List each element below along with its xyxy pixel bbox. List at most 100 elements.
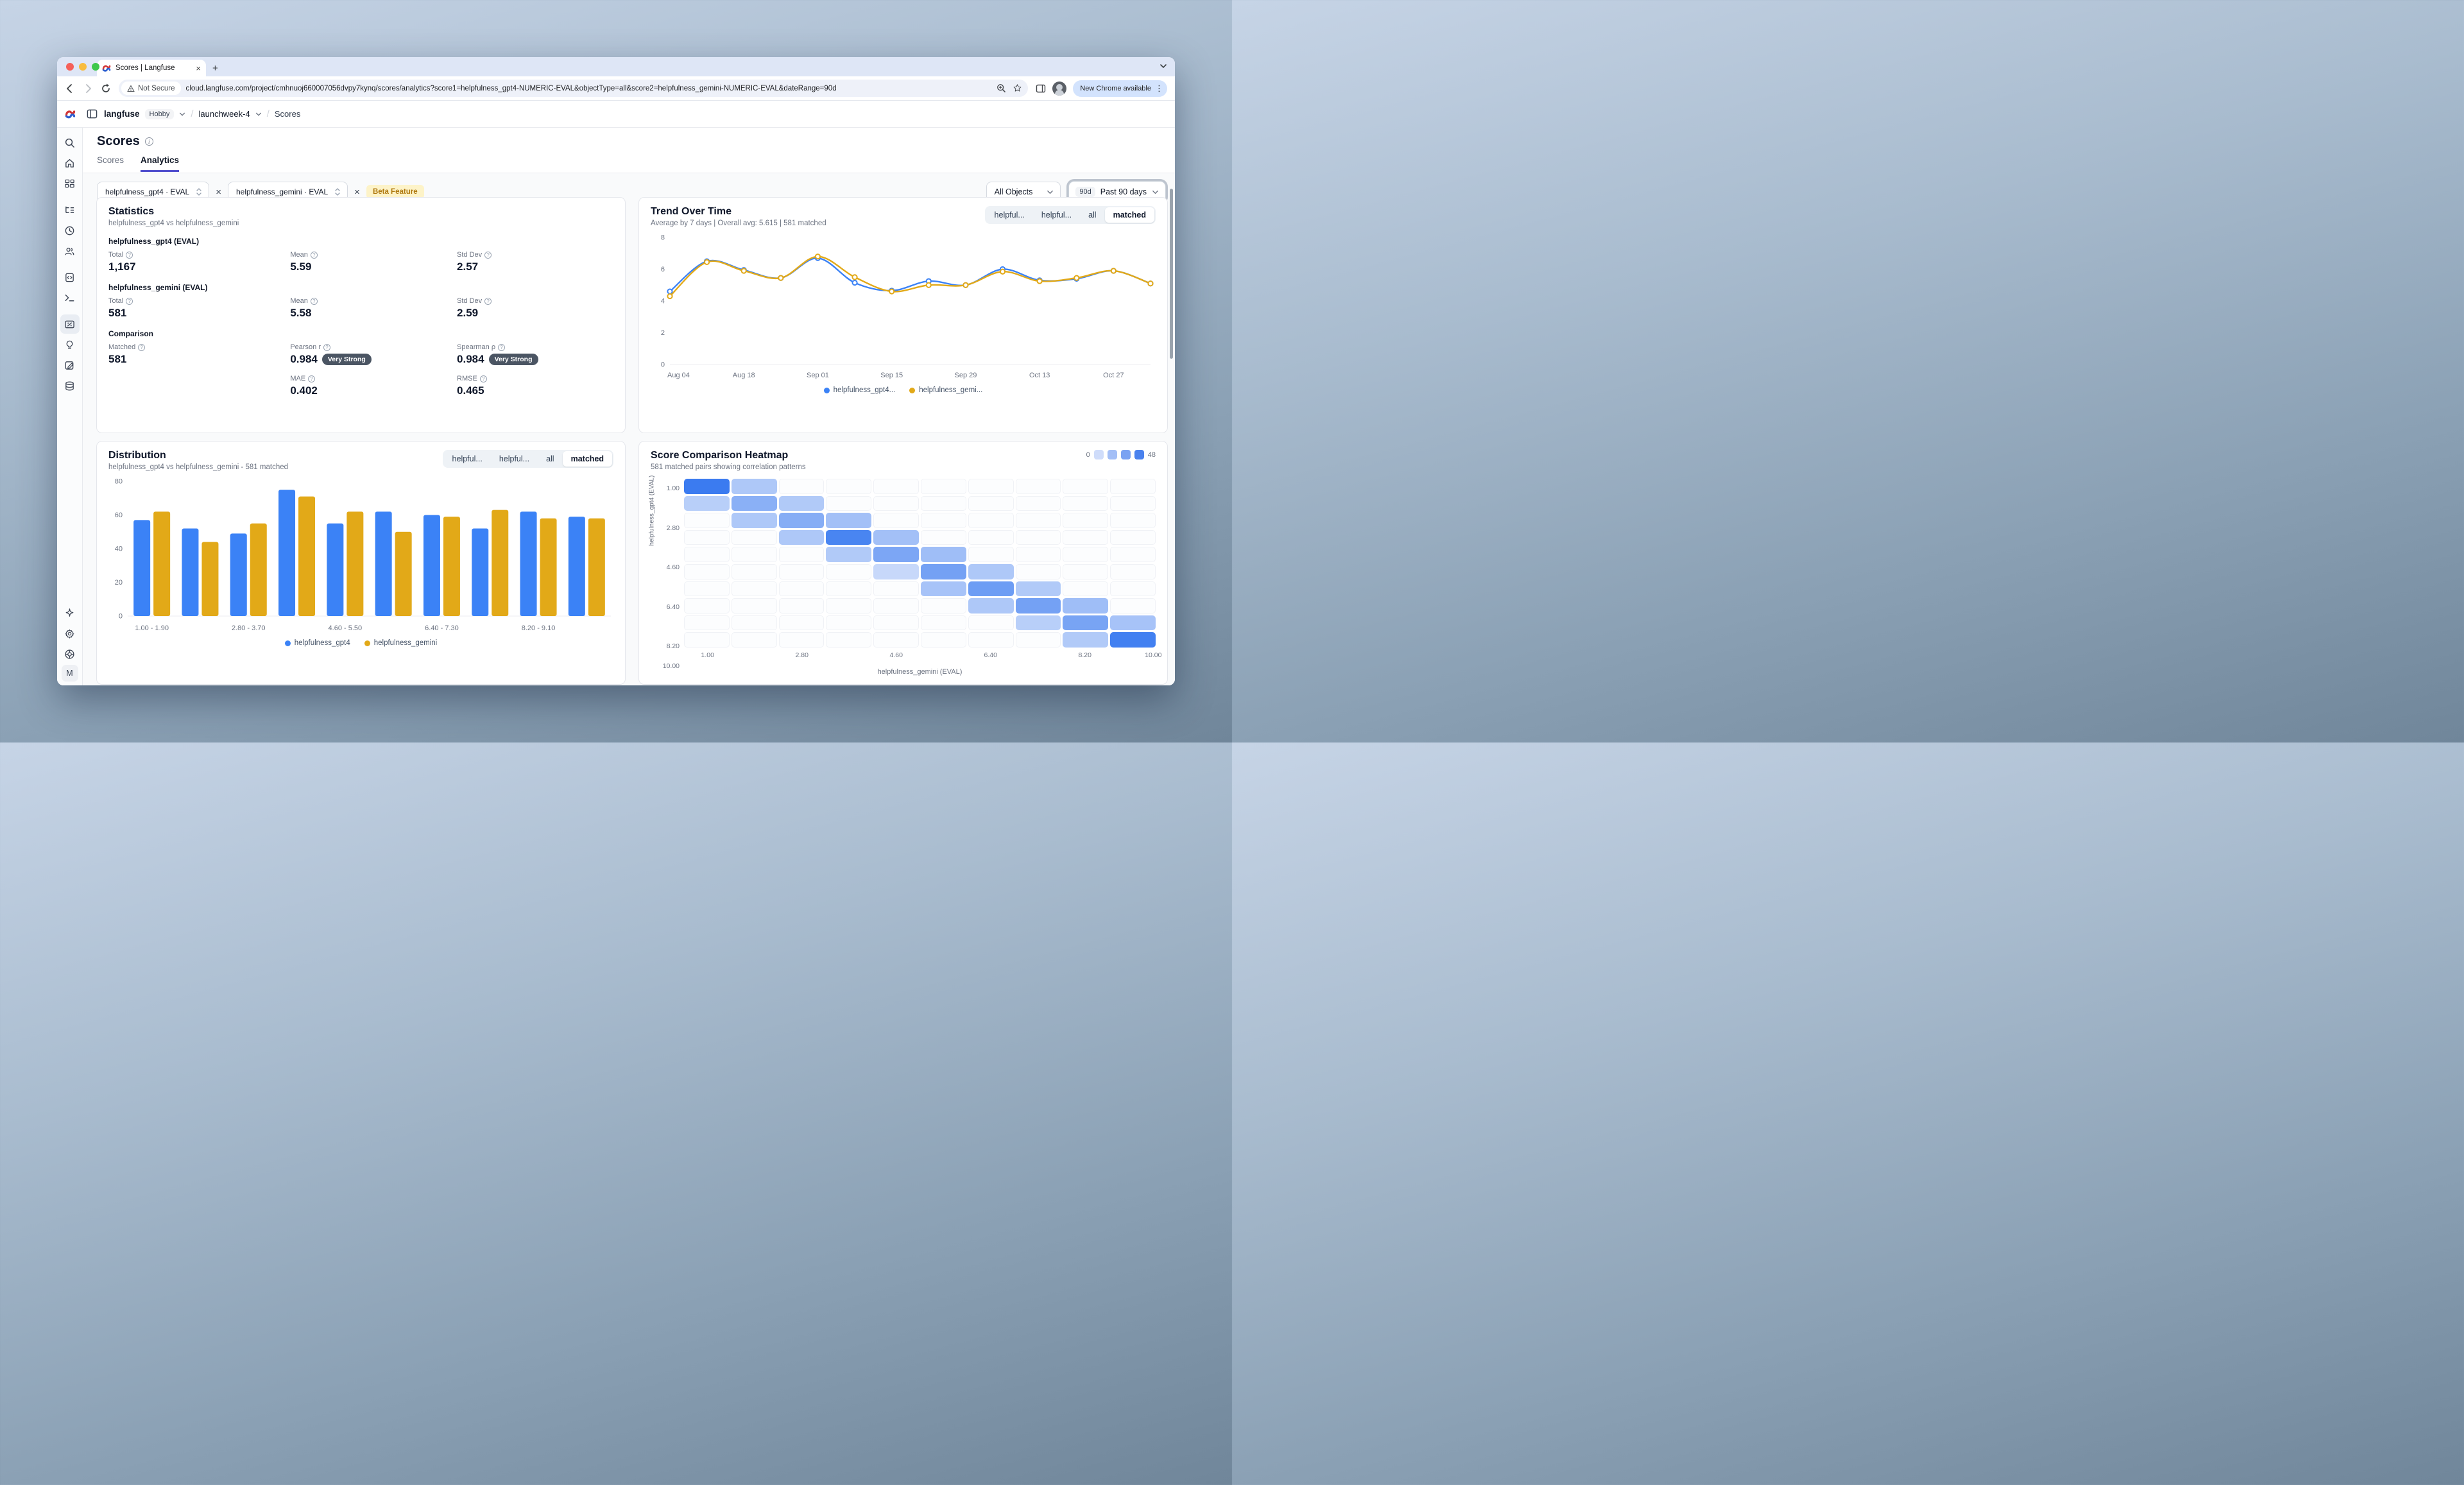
maximize-window-button[interactable] [92,63,99,71]
heatmap-cell [778,564,825,579]
help-icon[interactable]: ? [479,375,487,382]
heatmap-cell [826,581,872,597]
help-icon[interactable]: ? [126,251,133,259]
project-name[interactable]: launchweek-4 [198,109,250,119]
legend-dot-blue [823,387,830,393]
info-icon[interactable]: i [144,137,153,146]
bookmark-star-icon[interactable] [1013,83,1022,93]
help-icon[interactable]: ? [308,375,316,382]
heatmap-cell [731,632,777,648]
back-icon[interactable] [65,83,75,94]
toggle-option-matched[interactable]: matched [562,451,612,467]
scrollbar-thumb[interactable] [1170,189,1173,359]
kebab-menu-icon[interactable]: ⋮ [1155,83,1163,93]
window-controls[interactable] [66,63,99,71]
playground-icon[interactable] [60,288,80,307]
prompts-icon[interactable] [60,268,80,287]
heatmap-cell [968,598,1014,614]
heatmap-cell [826,632,872,648]
svg-text:Oct 13: Oct 13 [1029,372,1050,379]
score1-remove-button[interactable]: × [216,186,221,198]
evaluation-icon[interactable] [60,335,80,354]
url-text[interactable]: cloud.langfuse.com/project/cmhnuoj660007… [185,84,837,92]
help-icon[interactable]: ? [126,297,133,305]
users-icon[interactable] [60,241,80,261]
tab-search-chevron-icon[interactable] [1159,62,1167,70]
svg-text:6.40 - 7.30: 6.40 - 7.30 [425,624,459,632]
help-icon[interactable]: ? [323,343,331,351]
heatmap-cell [731,513,777,528]
svg-text:2.80 - 3.70: 2.80 - 3.70 [232,624,266,632]
not-secure-badge[interactable]: Not Secure [121,82,181,95]
toggle-option[interactable]: helpful... [994,210,1025,219]
heatmap-cell [826,529,872,545]
side-panel-icon[interactable] [1036,83,1046,94]
heatmap-cell [731,615,777,631]
toggle-option-matched[interactable]: matched [1104,207,1154,223]
annotation-icon[interactable] [60,356,80,375]
browser-tab[interactable]: Scores | Langfuse × [97,60,206,76]
reload-icon[interactable] [101,83,111,94]
help-icon[interactable]: ? [498,343,506,351]
help-icon[interactable]: ? [310,251,318,259]
stat-value: 0.984 Very Strong [457,353,613,366]
help-icon[interactable]: ? [310,297,318,305]
url-bar[interactable]: Not Secure cloud.langfuse.com/project/cm… [119,80,1029,97]
legend-dot-yellow [364,640,370,646]
scale-swatch [1134,450,1144,459]
toggle-option[interactable]: helpful... [1041,210,1072,219]
heatmap-cell [1015,632,1061,648]
dashboards-icon[interactable] [60,174,80,193]
home-icon[interactable] [60,153,80,173]
user-avatar[interactable]: M [61,665,78,682]
help-icon[interactable]: ? [484,251,492,259]
datasets-icon[interactable] [60,376,80,395]
support-lifebuoy-icon[interactable] [60,644,80,664]
tracing-icon[interactable] [60,200,80,219]
trend-card: Trend Over Time Average by 7 days | Over… [638,197,1168,433]
settings-gear-icon[interactable] [60,624,80,643]
search-icon[interactable] [60,133,80,152]
chrome-update-button[interactable]: New Chrome available ⋮ [1073,80,1167,97]
stat-value: 2.59 [457,307,479,319]
toggle-option[interactable]: helpful... [499,454,530,463]
sidebar-toggle-icon[interactable] [87,108,98,119]
tab-scores[interactable]: Scores [97,155,124,165]
heatmap-cell [1063,632,1109,648]
stat-label: Matched? [108,343,290,351]
help-icon[interactable]: ? [484,297,492,305]
tab-close-icon[interactable]: × [196,63,201,73]
heatmap-cell [921,598,966,614]
heatmap-cell [778,495,825,511]
heatmap-ylabel: helpfulness_gpt4 (EVAL) [648,475,656,546]
project-chevron-icon[interactable] [255,111,262,117]
new-tab-button[interactable]: + [212,63,218,74]
close-window-button[interactable] [66,63,74,71]
score2-remove-button[interactable]: × [354,186,360,198]
stat-label: Pearson r? [290,343,457,351]
toggle-option[interactable]: helpful... [452,454,483,463]
warning-icon [127,85,135,92]
help-icon[interactable]: ? [138,343,146,351]
heatmap-yticks: 1.00 2.80 4.60 6.40 8.20 10.00 [661,479,684,676]
stat-label: MAE? [290,375,457,382]
forward-icon[interactable] [83,83,93,94]
sessions-icon[interactable] [60,221,80,240]
toggle-option[interactable]: all [546,454,554,463]
zoom-icon[interactable] [997,83,1006,93]
heatmap-title: Score Comparison Heatmap [651,450,789,461]
org-chevron-icon[interactable] [179,111,185,117]
tab-analytics[interactable]: Analytics [141,155,180,172]
heatmap-cell [1110,547,1156,562]
scores-icon[interactable] [60,314,80,334]
toggle-option[interactable]: all [1088,210,1097,219]
minimize-window-button[interactable] [79,63,87,71]
langfuse-favicon [102,65,111,72]
beta-feature-badge: Beta Feature [366,185,424,199]
org-name[interactable]: langfuse [104,109,140,119]
heatmap-cell [684,615,730,631]
upgrade-sparkle-icon[interactable] [60,603,80,622]
profile-avatar[interactable] [1052,81,1067,96]
breadcrumb-page: Scores [274,109,301,119]
heatmap-cell [826,547,872,562]
